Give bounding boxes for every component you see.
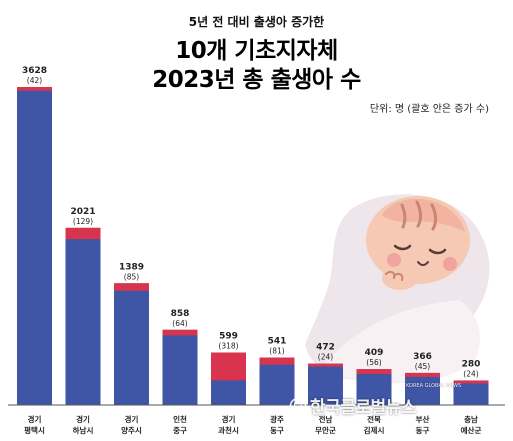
- increase-label: (42): [27, 76, 42, 85]
- bar-increase: [17, 87, 52, 91]
- bar-base: [65, 227, 101, 405]
- category-label-line1: 광주: [270, 414, 284, 424]
- bar-base: [356, 369, 392, 405]
- value-label: 366: [413, 352, 432, 362]
- increase-label: (24): [463, 369, 478, 378]
- bar-base: [453, 380, 489, 405]
- bar-increase: [453, 380, 489, 384]
- bar-increase: [356, 369, 392, 375]
- bar-base: [405, 372, 440, 405]
- watermark-small-text: KOREA GLOBAL NEWS: [406, 383, 462, 389]
- increase-label: (56): [366, 358, 381, 367]
- bar-base: [308, 363, 343, 405]
- value-label: 599: [219, 331, 238, 341]
- category-label-line1: 전남: [319, 414, 333, 424]
- bar-base: [259, 357, 295, 405]
- subtitle: 5년 전 대비 출생아 증가한: [188, 15, 325, 29]
- category-label-line2: 평택시: [24, 425, 45, 435]
- value-label: 280: [462, 359, 481, 369]
- value-label: 1389: [119, 262, 144, 272]
- baby-illustration: [305, 194, 490, 384]
- category-label-line1: 경기: [222, 414, 236, 424]
- title-line-2: 2023년 총 출생아 수: [152, 67, 361, 93]
- category-label-line2: 동구: [270, 426, 284, 435]
- increase-label: (81): [269, 347, 284, 356]
- bar-base: [17, 87, 52, 405]
- category-label-line1: 인천: [173, 414, 187, 424]
- category-label-line2: 과천시: [218, 425, 239, 435]
- category-label-line1: 경기: [76, 414, 90, 424]
- increase-label: (45): [415, 362, 430, 371]
- bar-increase: [405, 372, 440, 377]
- increase-label: (24): [318, 353, 333, 362]
- category-label-line2: 예산군: [461, 425, 482, 435]
- category-label-line2: 양주시: [121, 425, 142, 435]
- category-label-line1: 부산: [416, 414, 430, 424]
- increase-label: (318): [218, 341, 238, 350]
- value-label: 3628: [22, 66, 47, 76]
- increase-label: (64): [172, 319, 187, 328]
- category-label-line2: 하남시: [73, 425, 94, 435]
- category-label-line1: 경기: [125, 414, 139, 424]
- value-label: 2021: [70, 207, 95, 217]
- increase-label: (129): [73, 217, 93, 226]
- bar-increase: [114, 283, 149, 291]
- value-label: 858: [171, 309, 190, 319]
- category-label-line2: 김제시: [364, 425, 385, 435]
- title-line-1: 10개 기초지자체: [175, 38, 338, 64]
- globe-icon: [289, 397, 307, 415]
- bar-base: [114, 283, 149, 405]
- category-label-line1: 충남: [464, 414, 478, 424]
- bar-increase: [211, 352, 246, 381]
- category-label-line1: 전북: [367, 414, 381, 424]
- bar-increase: [162, 329, 198, 336]
- unit-note: 단위: 명 (괄호 안은 증가 수): [369, 104, 489, 115]
- category-label-line2: 무안군: [315, 425, 336, 435]
- bar-increase: [65, 227, 101, 240]
- increase-label: (85): [124, 272, 139, 281]
- bar-base: [162, 329, 198, 405]
- value-label: 409: [365, 348, 384, 358]
- category-label-line2: 동구: [416, 426, 430, 435]
- bar-increase: [308, 363, 343, 367]
- value-label: 472: [316, 343, 335, 353]
- value-label: 541: [268, 337, 287, 347]
- category-label-line1: 경기: [28, 414, 42, 424]
- watermark-text: 한국글로벌뉴스: [310, 398, 416, 418]
- bar-increase: [259, 357, 295, 365]
- category-label-line2: 중구: [173, 426, 187, 435]
